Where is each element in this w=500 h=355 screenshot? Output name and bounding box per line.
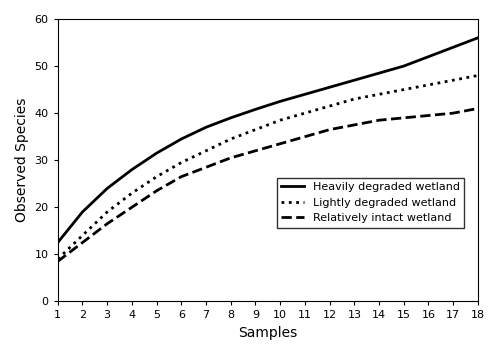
Lightly degraded wetland: [376, 92, 382, 97]
Relatively intact wetland: [252, 149, 258, 153]
Relatively intact wetland: [129, 205, 135, 209]
Lightly degraded wetland: [54, 257, 60, 261]
Line: Lightly degraded wetland: Lightly degraded wetland: [58, 76, 478, 259]
Relatively intact wetland: [426, 113, 432, 118]
Relatively intact wetland: [178, 175, 184, 179]
Y-axis label: Observed Species: Observed Species: [15, 98, 29, 222]
Relatively intact wetland: [475, 106, 481, 110]
Lightly degraded wetland: [426, 83, 432, 87]
Heavily degraded wetland: [450, 45, 456, 49]
Lightly degraded wetland: [80, 233, 86, 237]
Relatively intact wetland: [401, 116, 407, 120]
Relatively intact wetland: [450, 111, 456, 115]
Lightly degraded wetland: [352, 97, 358, 101]
X-axis label: Samples: Samples: [238, 326, 298, 340]
Heavily degraded wetland: [252, 107, 258, 111]
Relatively intact wetland: [80, 240, 86, 245]
Relatively intact wetland: [228, 156, 234, 160]
Lightly degraded wetland: [450, 78, 456, 82]
Relatively intact wetland: [104, 222, 110, 226]
Lightly degraded wetland: [252, 127, 258, 132]
Heavily degraded wetland: [475, 36, 481, 40]
Relatively intact wetland: [203, 165, 209, 169]
Line: Relatively intact wetland: Relatively intact wetland: [58, 108, 478, 261]
Heavily degraded wetland: [54, 240, 60, 245]
Heavily degraded wetland: [104, 186, 110, 191]
Line: Heavily degraded wetland: Heavily degraded wetland: [58, 38, 478, 242]
Lightly degraded wetland: [302, 111, 308, 115]
Heavily degraded wetland: [178, 137, 184, 141]
Lightly degraded wetland: [154, 175, 160, 179]
Lightly degraded wetland: [326, 104, 332, 108]
Lightly degraded wetland: [104, 210, 110, 214]
Heavily degraded wetland: [80, 210, 86, 214]
Heavily degraded wetland: [376, 71, 382, 75]
Heavily degraded wetland: [277, 99, 283, 104]
Relatively intact wetland: [302, 135, 308, 139]
Legend: Heavily degraded wetland, Lightly degraded wetland, Relatively intact wetland: Heavily degraded wetland, Lightly degrad…: [277, 178, 464, 228]
Lightly degraded wetland: [203, 149, 209, 153]
Heavily degraded wetland: [401, 64, 407, 68]
Lightly degraded wetland: [178, 160, 184, 165]
Lightly degraded wetland: [401, 87, 407, 92]
Relatively intact wetland: [54, 259, 60, 263]
Heavily degraded wetland: [352, 78, 358, 82]
Heavily degraded wetland: [326, 85, 332, 89]
Lightly degraded wetland: [129, 191, 135, 195]
Lightly degraded wetland: [228, 137, 234, 141]
Heavily degraded wetland: [426, 55, 432, 59]
Relatively intact wetland: [277, 142, 283, 146]
Lightly degraded wetland: [277, 118, 283, 122]
Heavily degraded wetland: [129, 168, 135, 172]
Relatively intact wetland: [376, 118, 382, 122]
Relatively intact wetland: [154, 189, 160, 193]
Relatively intact wetland: [326, 127, 332, 132]
Relatively intact wetland: [352, 123, 358, 127]
Heavily degraded wetland: [228, 116, 234, 120]
Lightly degraded wetland: [475, 73, 481, 78]
Heavily degraded wetland: [203, 125, 209, 129]
Heavily degraded wetland: [154, 151, 160, 155]
Heavily degraded wetland: [302, 92, 308, 97]
